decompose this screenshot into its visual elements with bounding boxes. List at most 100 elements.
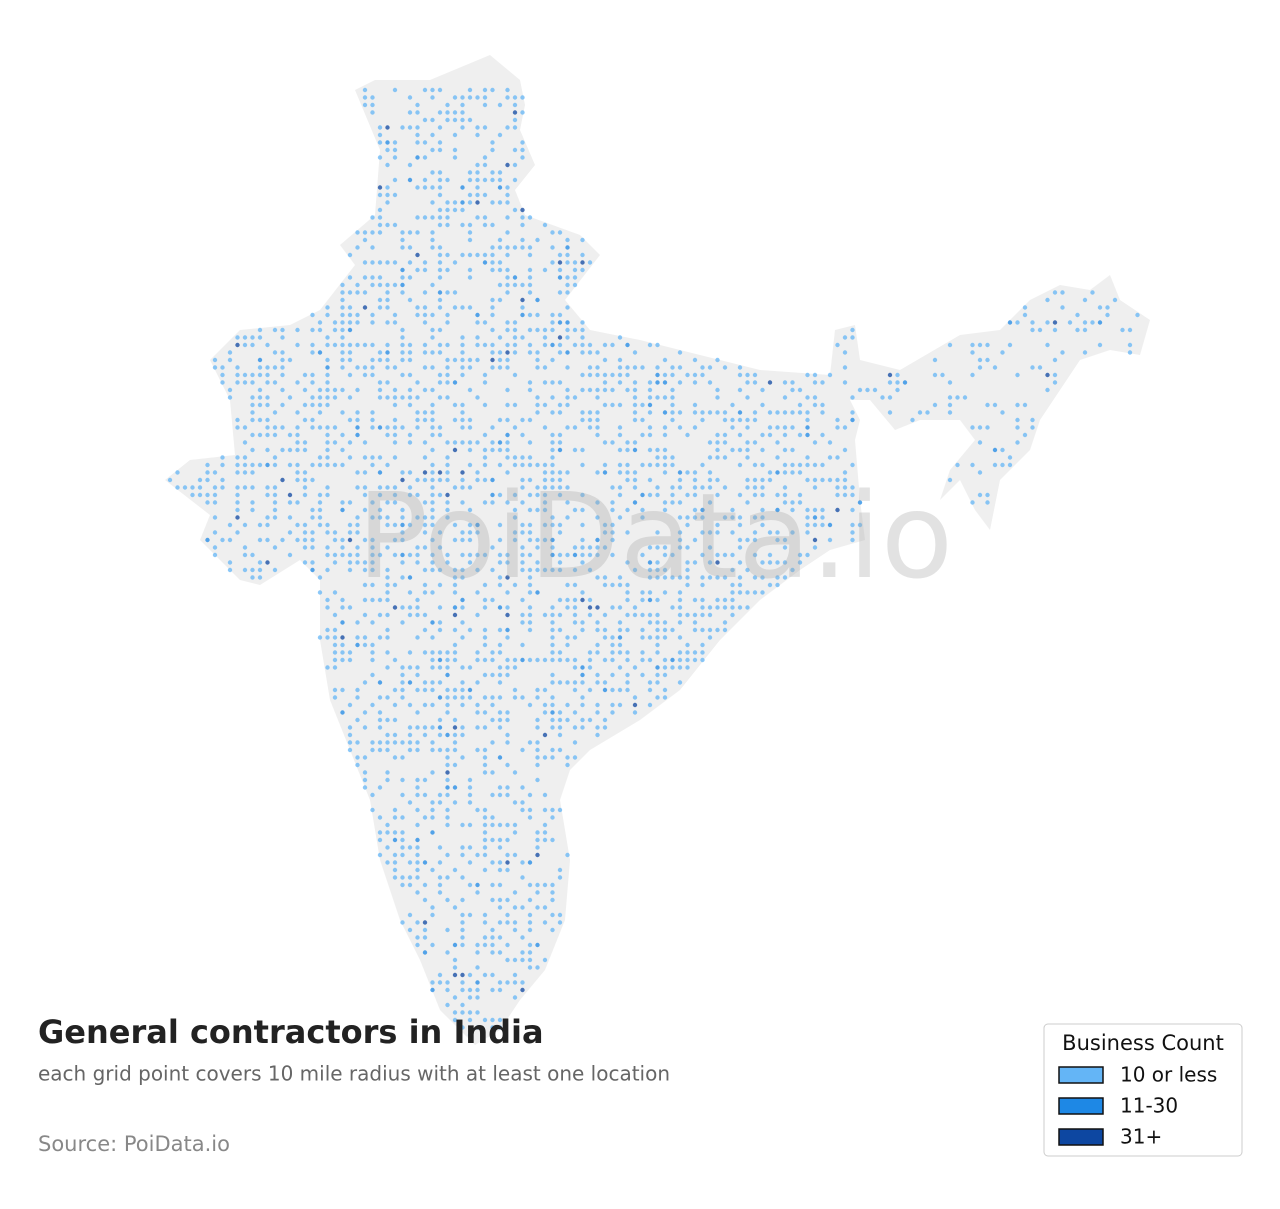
grid-point — [422, 387, 428, 393]
grid-point — [370, 357, 375, 363]
grid-point — [542, 402, 548, 408]
grid-point — [302, 387, 308, 393]
grid-point — [490, 545, 495, 550]
grid-point — [422, 920, 428, 925]
grid-point — [557, 807, 563, 813]
grid-point — [377, 282, 383, 288]
grid-point — [332, 342, 338, 348]
grid-point — [370, 582, 375, 588]
grid-point — [220, 537, 225, 543]
grid-point — [752, 530, 758, 535]
grid-point — [700, 552, 705, 558]
grid-point — [550, 672, 555, 678]
grid-point — [212, 365, 218, 370]
grid-point — [370, 650, 375, 655]
grid-point — [595, 680, 600, 685]
grid-point — [535, 492, 540, 498]
grid-point — [452, 732, 458, 738]
grid-point — [355, 470, 360, 475]
grid-point — [347, 657, 353, 663]
grid-point — [340, 357, 345, 363]
grid-point — [1030, 327, 1035, 333]
grid-point — [467, 1010, 473, 1015]
grid-point — [310, 342, 315, 348]
grid-point — [385, 777, 390, 783]
grid-point — [265, 365, 270, 370]
grid-point — [445, 102, 450, 108]
grid-point — [370, 312, 375, 318]
grid-point — [1000, 410, 1005, 415]
grid-point — [467, 1017, 473, 1023]
grid-point — [580, 507, 585, 513]
grid-point — [1015, 440, 1020, 445]
grid-point — [302, 522, 308, 528]
grid-point — [220, 380, 225, 385]
grid-point — [430, 552, 435, 558]
grid-point — [557, 725, 563, 730]
grid-point — [497, 575, 503, 580]
grid-point — [715, 410, 720, 415]
grid-point — [490, 350, 495, 355]
grid-point — [752, 515, 758, 520]
grid-point — [617, 432, 623, 438]
grid-point — [377, 695, 383, 700]
grid-point — [670, 395, 675, 400]
grid-point — [467, 417, 473, 423]
grid-point — [535, 545, 540, 550]
grid-point — [737, 387, 743, 393]
grid-point — [587, 545, 593, 550]
grid-point — [370, 342, 375, 348]
grid-point — [527, 290, 533, 295]
grid-point — [445, 950, 450, 955]
source: Source: PoiData.io — [38, 1132, 230, 1156]
grid-point — [475, 162, 480, 168]
grid-point — [475, 395, 480, 400]
grid-point — [257, 372, 263, 378]
grid-point — [250, 372, 255, 378]
grid-point — [422, 155, 428, 160]
grid-point — [572, 282, 578, 288]
grid-point — [557, 912, 563, 918]
grid-point — [362, 642, 368, 648]
grid-point — [557, 260, 563, 265]
grid-point — [422, 350, 428, 355]
grid-point — [1045, 297, 1050, 303]
grid-point — [250, 402, 255, 408]
grid-point — [250, 500, 255, 505]
grid-point — [550, 702, 555, 708]
grid-point — [415, 140, 420, 145]
grid-point — [587, 387, 593, 393]
grid-point — [490, 425, 495, 430]
grid-point — [400, 342, 405, 348]
grid-point — [1082, 320, 1088, 325]
grid-point — [610, 552, 615, 558]
grid-point — [1060, 350, 1065, 355]
grid-point — [572, 425, 578, 430]
grid-point — [257, 567, 263, 573]
grid-point — [527, 627, 533, 633]
grid-point — [625, 672, 630, 678]
grid-point — [857, 522, 863, 528]
grid-point — [505, 785, 510, 790]
grid-point — [895, 387, 900, 393]
grid-point — [332, 635, 338, 640]
grid-point — [692, 410, 698, 415]
grid-point — [527, 267, 533, 273]
grid-point — [947, 380, 953, 385]
grid-point — [505, 665, 510, 670]
grid-point — [475, 657, 480, 663]
grid-point — [520, 905, 525, 910]
grid-point — [445, 650, 450, 655]
grid-point — [437, 380, 443, 385]
grid-point — [205, 462, 210, 468]
grid-point — [992, 365, 998, 370]
grid-point — [700, 485, 705, 490]
grid-point — [655, 492, 660, 498]
grid-point — [437, 305, 443, 310]
grid-point — [392, 440, 398, 445]
grid-point — [422, 522, 428, 528]
grid-point — [362, 440, 368, 445]
grid-point — [415, 605, 420, 610]
grid-point — [767, 470, 773, 475]
grid-point — [452, 575, 458, 580]
